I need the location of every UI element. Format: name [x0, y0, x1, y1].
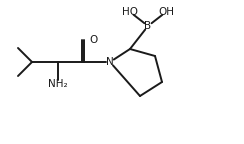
Text: OH: OH: [158, 7, 174, 17]
Text: N: N: [106, 57, 114, 67]
Text: B: B: [144, 21, 152, 31]
Text: HO: HO: [122, 7, 138, 17]
Text: NH₂: NH₂: [48, 79, 68, 89]
Text: O: O: [89, 35, 97, 45]
